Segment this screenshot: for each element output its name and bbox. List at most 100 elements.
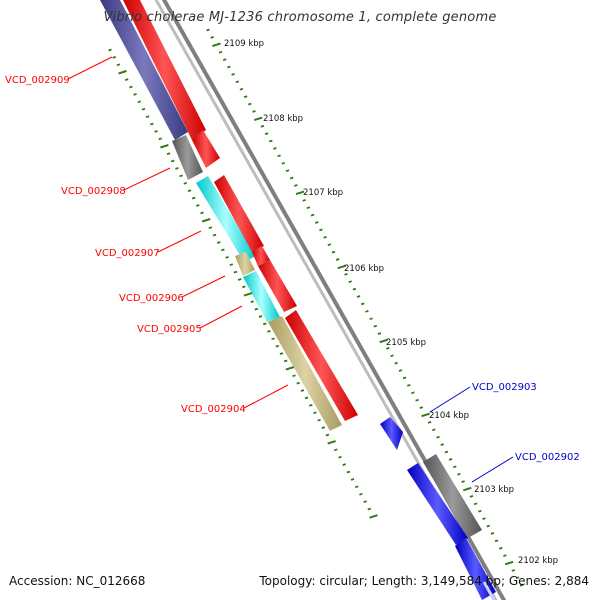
major-tick bbox=[160, 144, 169, 149]
feature-vcd-002906 bbox=[235, 252, 255, 276]
minor-tick bbox=[281, 161, 286, 165]
forward-cds-4 bbox=[252, 246, 270, 266]
minor-tick bbox=[237, 278, 242, 281]
minor-tick bbox=[271, 337, 275, 341]
minor-tick bbox=[227, 65, 231, 69]
minor-tick bbox=[292, 374, 296, 378]
minor-tick bbox=[503, 554, 507, 557]
minor-tick bbox=[331, 250, 336, 254]
leader-line bbox=[181, 275, 226, 298]
minor-tick bbox=[486, 524, 490, 528]
minor-tick bbox=[304, 396, 309, 400]
minor-tick bbox=[145, 115, 150, 118]
minor-tick bbox=[452, 465, 457, 469]
minor-tick bbox=[335, 258, 340, 261]
leader-line bbox=[157, 230, 202, 253]
minor-tick bbox=[239, 87, 244, 91]
major-tick bbox=[295, 190, 305, 196]
minor-tick bbox=[212, 233, 217, 237]
major-tick bbox=[285, 366, 295, 371]
gene-label: VCD_002902 bbox=[515, 452, 580, 463]
minor-tick bbox=[218, 50, 223, 54]
minor-tick bbox=[183, 181, 188, 185]
minor-tick bbox=[346, 470, 351, 474]
major-tick bbox=[212, 42, 221, 48]
minor-tick bbox=[252, 110, 256, 113]
minor-tick bbox=[334, 448, 338, 452]
minor-tick bbox=[448, 458, 453, 461]
major-tick bbox=[504, 560, 514, 566]
minor-tick bbox=[200, 211, 204, 215]
minor-tick bbox=[394, 361, 398, 365]
minor-tick bbox=[300, 389, 305, 392]
forward-cds-1 bbox=[123, 0, 206, 140]
minor-tick bbox=[294, 184, 298, 187]
minor-tick bbox=[321, 426, 326, 429]
feature-vcd-002903 bbox=[380, 417, 403, 450]
minor-tick bbox=[511, 569, 516, 572]
reverse-strand-features bbox=[100, 0, 342, 431]
tick-label: 2105 kbp bbox=[386, 338, 426, 348]
leader-line bbox=[243, 384, 289, 409]
minor-tick bbox=[473, 502, 478, 506]
minor-tick bbox=[154, 130, 158, 133]
minor-tick bbox=[319, 228, 323, 232]
feature-vcd-002907 bbox=[196, 176, 256, 262]
minor-tick bbox=[498, 546, 503, 550]
minor-tick bbox=[283, 359, 288, 363]
minor-tick bbox=[373, 324, 378, 328]
leader-line bbox=[123, 167, 171, 191]
feature-vcd-002904 bbox=[268, 316, 342, 431]
minor-tick bbox=[187, 189, 192, 192]
tick-label: 2103 kbp bbox=[474, 485, 514, 495]
gene-labels-left: VCD_002909 VCD_002908 VCD_002907 VCD_002… bbox=[5, 75, 246, 415]
minor-tick bbox=[519, 583, 524, 587]
minor-tick bbox=[258, 315, 263, 318]
minor-tick bbox=[141, 107, 146, 111]
minor-tick bbox=[386, 347, 390, 350]
minor-tick bbox=[350, 478, 355, 481]
feature-vcd-002902 bbox=[423, 454, 482, 538]
minor-tick bbox=[285, 169, 290, 172]
minor-tick bbox=[440, 443, 444, 446]
minor-tick bbox=[338, 455, 342, 459]
minor-tick bbox=[129, 85, 133, 89]
minor-tick bbox=[279, 352, 284, 355]
major-tick bbox=[253, 116, 263, 122]
minor-tick bbox=[112, 56, 116, 59]
minor-tick bbox=[191, 196, 196, 200]
feature-vcd-002908 bbox=[172, 135, 203, 180]
minor-tick bbox=[314, 221, 319, 224]
minor-tick bbox=[273, 147, 277, 150]
minor-tick bbox=[166, 152, 171, 155]
gene-labels-right: VCD_002903 VCD_002902 bbox=[472, 382, 580, 463]
minor-tick bbox=[262, 322, 267, 326]
minor-tick bbox=[260, 124, 265, 128]
minor-tick bbox=[490, 532, 495, 535]
accession-text: Accession: NC_012668 bbox=[9, 574, 146, 588]
minor-tick bbox=[231, 73, 235, 76]
gene-label: VCD_002907 bbox=[95, 248, 160, 259]
minor-tick bbox=[302, 198, 306, 202]
minor-tick bbox=[367, 507, 372, 511]
leader-line bbox=[471, 456, 514, 483]
minor-tick bbox=[356, 295, 361, 298]
minor-tick bbox=[196, 204, 200, 207]
forward-cds-6 bbox=[285, 310, 358, 421]
minor-tick bbox=[264, 132, 269, 135]
minor-tick bbox=[494, 539, 499, 543]
feature-vcd-002905 bbox=[243, 271, 280, 322]
minor-tick bbox=[179, 174, 183, 178]
minor-tick bbox=[354, 485, 359, 489]
tick-label: 2108 kbp bbox=[263, 114, 303, 124]
major-tick bbox=[201, 218, 211, 223]
minor-tick bbox=[317, 418, 321, 422]
minor-tick bbox=[221, 248, 225, 252]
minor-tick bbox=[369, 317, 373, 321]
minor-tick bbox=[515, 576, 520, 580]
minor-tick bbox=[216, 241, 221, 244]
leader-line bbox=[67, 56, 113, 80]
major-tick bbox=[118, 70, 127, 75]
minor-tick bbox=[250, 300, 254, 304]
